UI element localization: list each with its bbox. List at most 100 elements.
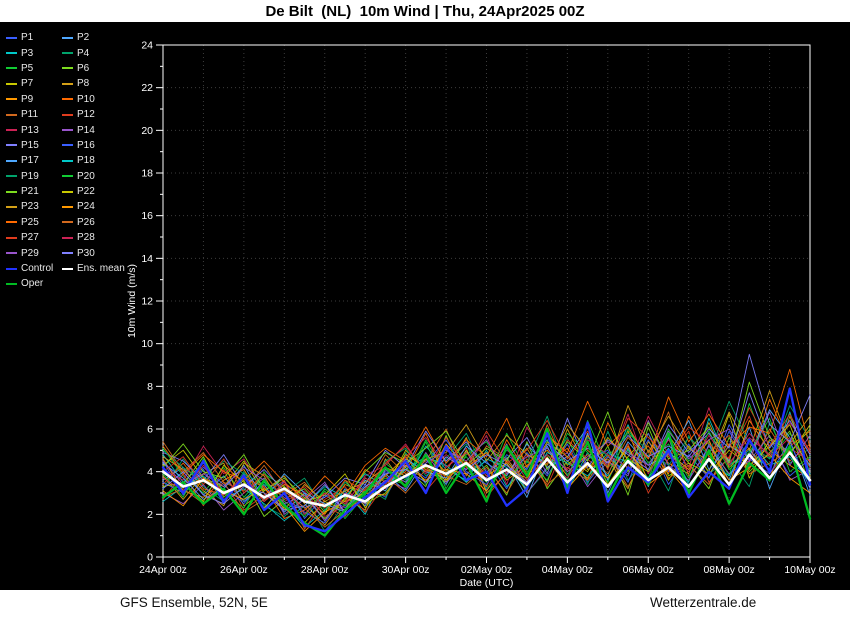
x-tick-label: 30Apr 00z: [382, 564, 430, 576]
legend-item-p12: P12: [62, 107, 125, 122]
x-tick-label: 06May 00z: [623, 564, 674, 576]
legend-item-p29: P29: [6, 245, 60, 260]
legend-item-p1: P1: [6, 30, 60, 45]
y-tick-label: 8: [147, 381, 153, 393]
legend-label-p10: P10: [77, 93, 95, 105]
legend-swatch-ens-mean: [62, 267, 73, 270]
x-tick-label: 26Apr 00z: [220, 564, 268, 576]
legend-item-p27: P27: [6, 230, 60, 245]
series-p11: [162, 411, 811, 517]
legend-item-p4: P4: [62, 45, 125, 60]
legend-swatch-p22: [62, 190, 73, 193]
legend-label-p21: P21: [21, 186, 39, 198]
legend-label-p2: P2: [77, 32, 90, 44]
legend-swatch-p7: [6, 82, 17, 85]
legend-label-p25: P25: [21, 216, 39, 228]
legend-item-p17: P17: [6, 153, 60, 168]
legend-item-p22: P22: [62, 184, 125, 199]
legend-item-p18: P18: [62, 153, 125, 168]
legend-swatch-p9: [6, 98, 17, 101]
legend-label-p12: P12: [77, 109, 95, 121]
legend-label-p7: P7: [21, 78, 34, 90]
series-p26: [162, 443, 811, 528]
y-tick-label: 16: [141, 210, 153, 222]
legend-swatch-p28: [62, 236, 73, 239]
y-tick-label: 2: [147, 509, 153, 521]
legend-label-p20: P20: [77, 170, 95, 182]
x-tick-label: 08May 00z: [703, 564, 754, 576]
legend-item-p9: P9: [6, 92, 60, 107]
legend-item-p10: P10: [62, 92, 125, 107]
legend-swatch-p18: [62, 159, 73, 162]
legend-swatch-p15: [6, 144, 17, 147]
legend-label-p8: P8: [77, 78, 90, 90]
legend-item-p2: P2: [62, 30, 125, 45]
legend-item-p5: P5: [6, 61, 60, 76]
legend-item-p30: P30: [62, 245, 125, 260]
legend-label-p1: P1: [21, 32, 34, 44]
legend-label-p17: P17: [21, 155, 39, 167]
y-tick-label: 4: [147, 466, 153, 478]
legend-swatch-p19: [6, 175, 17, 178]
legend-label-p24: P24: [77, 201, 95, 213]
y-tick-label: 0: [147, 552, 153, 564]
legend-label-p15: P15: [21, 139, 39, 151]
legend-swatch-p3: [6, 52, 17, 55]
legend-swatch-p30: [62, 252, 73, 255]
legend-label-p3: P3: [21, 47, 34, 59]
legend-label-p5: P5: [21, 62, 34, 74]
page-title: De Bilt (NL) 10m Wind | Thu, 24Apr2025 0…: [265, 3, 585, 20]
legend-swatch-p10: [62, 98, 73, 101]
legend-item-p28: P28: [62, 230, 125, 245]
series-ens-mean: [161, 451, 812, 508]
y-tick-label: 24: [141, 40, 153, 52]
legend-label-p28: P28: [77, 232, 95, 244]
x-tick-label: 02May 00z: [461, 564, 512, 576]
legend-swatch-p20: [62, 175, 73, 178]
legend-item-p16: P16: [62, 138, 125, 153]
legend-label-p14: P14: [77, 124, 95, 136]
legend-item-p23: P23: [6, 199, 60, 214]
y-tick-label: 18: [141, 168, 153, 180]
x-tick-label: 24Apr 00z: [139, 564, 187, 576]
legend-item-p8: P8: [62, 76, 125, 91]
x-tick-label: 28Apr 00z: [301, 564, 349, 576]
legend-swatch-p29: [6, 252, 17, 255]
footer-model-info: GFS Ensemble, 52N, 5E: [120, 595, 268, 610]
legend-label-p4: P4: [77, 47, 90, 59]
legend-item-p14: P14: [62, 122, 125, 137]
y-axis-title: 10m Wind (m/s): [126, 264, 138, 338]
legend-label-oper: Oper: [21, 278, 44, 290]
y-tick-label: 14: [141, 253, 153, 265]
series-p25: [162, 368, 811, 500]
legend-label-p30: P30: [77, 247, 95, 259]
series-p30: [162, 353, 811, 513]
legend-swatch-control: [6, 267, 17, 270]
legend-swatch-oper: [6, 282, 17, 285]
legend-swatch-p23: [6, 205, 17, 208]
legend-item-p13: P13: [6, 122, 60, 137]
legend-item-p11: P11: [6, 107, 60, 122]
legend-label-p19: P19: [21, 170, 39, 182]
legend-item-p21: P21: [6, 184, 60, 199]
y-tick-label: 6: [147, 424, 153, 436]
legend-label-ens-mean: Ens. mean: [77, 263, 125, 275]
legend-label-p22: P22: [77, 186, 95, 198]
series-p17: [162, 409, 811, 513]
legend-swatch-p25: [6, 221, 17, 224]
y-tick-label: 10: [141, 338, 153, 350]
legend-label-p16: P16: [77, 139, 95, 151]
footer-branding: Wetterzentrale.de: [650, 595, 757, 610]
y-tick-label: 22: [141, 82, 153, 94]
chart-background: [0, 22, 850, 590]
legend-label-p13: P13: [21, 124, 39, 136]
x-tick-label: 04May 00z: [542, 564, 593, 576]
legend-swatch-p1: [6, 36, 17, 39]
series-oper: [161, 427, 812, 537]
legend-swatch-p21: [6, 190, 17, 193]
legend-swatch-p5: [6, 67, 17, 70]
legend-item-p25: P25: [6, 215, 60, 230]
legend-swatch-p17: [6, 159, 17, 162]
legend-item-p19: P19: [6, 169, 60, 184]
x-axis-title: Date (UTC): [460, 577, 514, 589]
